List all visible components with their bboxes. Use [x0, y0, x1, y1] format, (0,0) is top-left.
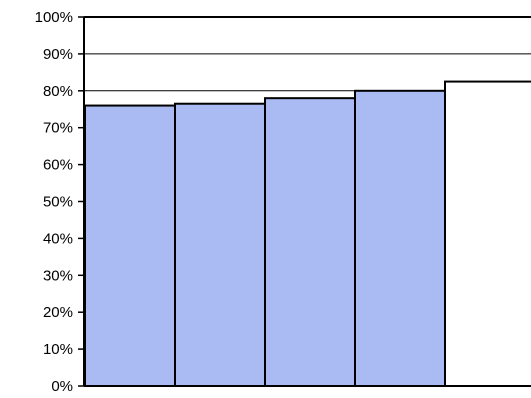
y-tick-label-100: 100% [35, 9, 73, 26]
y-tick-label-20: 20% [43, 304, 73, 321]
y-tick-labels: 0% 10% 20% 30% 40% 50% 60% 70% 80% 90% 100% [35, 9, 73, 395]
bar-5 [444, 80, 531, 387]
y-tick-label-40: 40% [43, 230, 73, 247]
bar-3 [264, 97, 356, 388]
bars [84, 80, 531, 388]
y-tick-label-90: 90% [43, 46, 73, 63]
y-tick-label-70: 70% [43, 120, 73, 137]
y-tick-label-50: 50% [43, 194, 73, 211]
bar-1 [84, 104, 176, 387]
y-tick-label-10: 10% [43, 341, 73, 358]
axes [78, 16, 531, 387]
y-tick-label-80: 80% [43, 83, 73, 100]
bar-2 [174, 102, 266, 387]
y-tick-label-60: 60% [43, 157, 73, 174]
y-tick-label-30: 30% [43, 267, 73, 284]
bar-4 [354, 89, 446, 388]
y-tick-label-0: 0% [51, 378, 73, 395]
